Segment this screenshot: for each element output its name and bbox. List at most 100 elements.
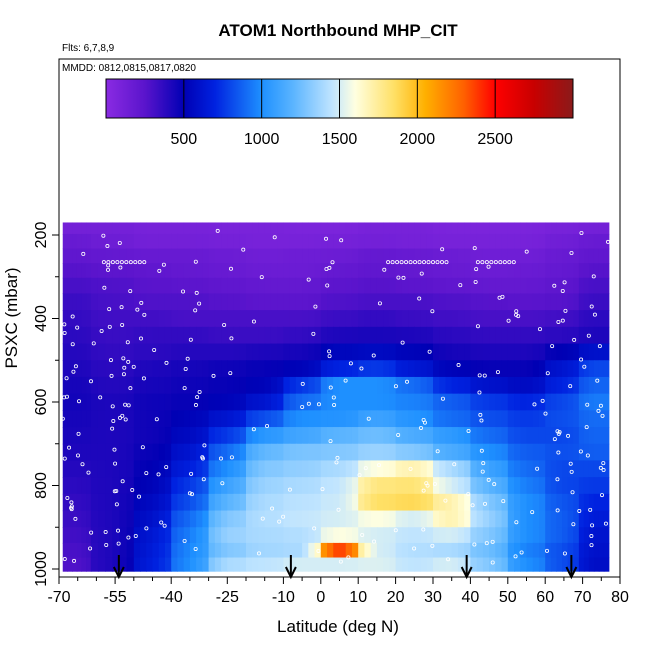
heatmap-cell — [76, 527, 83, 544]
heatmap-cell — [573, 477, 580, 495]
heatmap-cell — [62, 427, 69, 445]
heatmap-cell — [277, 410, 284, 428]
heatmap-cell — [239, 393, 247, 411]
heatmap-cell — [227, 360, 235, 378]
heatmap-cell — [501, 557, 509, 572]
heatmap-cell — [177, 343, 185, 361]
heatmap-cell — [383, 263, 390, 279]
heatmap-cell — [221, 277, 228, 295]
heatmap-cell — [214, 233, 222, 250]
heatmap-cell — [603, 393, 610, 411]
heatmap-cell — [112, 557, 121, 572]
heatmap-cell — [507, 527, 515, 544]
heatmap-cell — [550, 527, 558, 544]
heatmap-cell — [302, 343, 309, 361]
heatmap-cell — [545, 263, 552, 279]
heatmap-cell — [264, 527, 272, 544]
heatmap-cell — [578, 510, 585, 528]
heatmap-cell — [351, 310, 359, 328]
x-axis: -70 -55 -40 -25 -10 0 10 20 30 40 50 60 70 80 — [47, 577, 629, 606]
heatmap-cell — [221, 510, 228, 528]
heatmap-cell — [489, 477, 496, 495]
heatmap-cell — [146, 443, 154, 462]
heatmap-cell — [464, 410, 471, 428]
heatmap-cell — [556, 542, 563, 559]
heatmap-cell — [420, 443, 428, 462]
heatmap-cell — [119, 460, 128, 478]
heatmap-cell — [532, 542, 540, 559]
sample-marker — [590, 523, 595, 528]
heatmap-cell — [550, 376, 558, 395]
heatmap-cell — [370, 326, 378, 345]
heatmap-cell — [345, 248, 353, 264]
heatmap-cell — [556, 393, 563, 411]
heatmap-cell — [495, 443, 503, 462]
heatmap-cell — [105, 376, 113, 395]
sample-marker — [67, 445, 72, 450]
heatmap-cell — [221, 427, 228, 445]
heatmap-cell — [573, 542, 580, 559]
sample-marker — [577, 508, 582, 513]
heatmap-cell — [227, 393, 235, 411]
heatmap-cell — [451, 277, 459, 295]
heatmap-cell — [126, 427, 135, 445]
heatmap-cell — [320, 360, 328, 378]
heatmap-cell — [573, 460, 580, 478]
heatmap-cell — [97, 443, 106, 462]
heatmap-cell — [90, 310, 99, 328]
heatmap-cell — [67, 427, 73, 445]
heatmap-cell — [202, 510, 210, 528]
heatmap-cell — [598, 493, 605, 512]
heatmap-cell — [507, 326, 515, 345]
heatmap-cell — [283, 393, 291, 411]
heatmap-cell — [501, 222, 509, 235]
sample-marker — [473, 279, 478, 284]
heatmap-cell — [119, 477, 128, 495]
heatmap-cell — [439, 248, 447, 264]
heatmap-cell — [451, 343, 459, 361]
sample-marker — [572, 337, 577, 342]
heatmap-cell — [252, 460, 260, 478]
heatmap-cell — [376, 527, 384, 544]
sample-marker — [562, 280, 567, 285]
heatmap-cell — [308, 443, 316, 462]
heatmap-cell — [252, 293, 260, 311]
heatmap-cell — [183, 293, 191, 311]
heatmap-cell — [395, 393, 403, 411]
heatmap-cell — [202, 527, 210, 544]
heatmap-cell — [62, 222, 69, 235]
flights-note: Flts: 6,7,8,9 — [62, 43, 115, 54]
heatmap-cell — [420, 248, 428, 264]
sample-marker — [507, 260, 512, 265]
heatmap-cell — [295, 477, 303, 495]
heatmap-cell — [550, 393, 558, 411]
sample-marker — [62, 330, 67, 335]
heatmap-cell — [97, 542, 106, 559]
heatmap-cell — [489, 542, 496, 559]
heatmap-cell — [126, 248, 135, 264]
heatmap-cell — [593, 360, 600, 378]
heatmap-cell — [593, 527, 600, 544]
x-tick-label: -10 — [272, 589, 295, 606]
heatmap-cell — [395, 326, 403, 345]
heatmap-cell — [105, 410, 113, 428]
heatmap-cell — [76, 343, 83, 361]
sample-marker — [121, 356, 126, 361]
heatmap-cell — [302, 326, 309, 345]
heatmap-cell — [189, 343, 197, 361]
heatmap-cell — [376, 310, 384, 328]
heatmap-cell — [603, 293, 610, 311]
heatmap-cell — [252, 393, 260, 411]
heatmap-cell — [583, 510, 590, 528]
sample-marker — [133, 533, 138, 538]
heatmap-cell — [351, 293, 359, 311]
heatmap-cell — [295, 310, 303, 328]
heatmap-cell — [308, 493, 316, 512]
heatmap-cell — [239, 427, 247, 445]
sample-marker — [70, 314, 75, 319]
heatmap-cell — [164, 277, 172, 295]
heatmap-cell — [67, 326, 73, 345]
heatmap-cell — [302, 427, 309, 445]
heatmap-cell — [333, 557, 341, 572]
heatmap-cell — [140, 293, 147, 311]
